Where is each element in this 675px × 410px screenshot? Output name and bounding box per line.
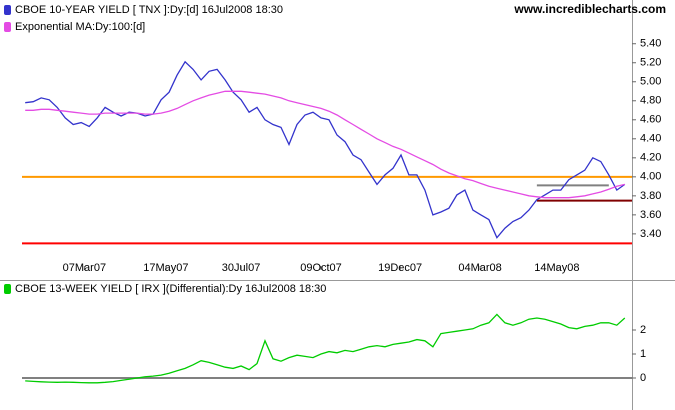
watermark: www.incrediblecharts.com [513,2,666,16]
y-tick-label: 3.80 [640,190,661,202]
x-tick-label: 09Oct07 [300,262,342,274]
y-tick-label: 3.40 [640,228,661,240]
y-tick-label: 1 [640,348,646,360]
y-tick-label: 4.20 [640,152,661,164]
y-tick-label: 5.00 [640,76,661,88]
series-line [25,60,626,239]
x-tick-label: 17May07 [143,262,188,274]
y-tick-label: 4.40 [640,133,661,145]
y-tick-label: 4.60 [640,114,661,126]
y-tick-label: 4.00 [640,171,661,183]
x-tick-label: 30Jul07 [222,262,261,274]
x-tick-label: 14May08 [534,262,579,274]
x-tick-label: 19Dec07 [378,262,422,274]
y-tick-label: 2 [640,324,646,336]
y-tick-label: 5.20 [640,57,661,69]
y-tick-label: 3.60 [640,209,661,221]
legend-swatch [4,284,11,294]
y-tick-label: 5.40 [640,38,661,50]
legend-label: Exponential MA:Dy:100:[d] [15,21,145,33]
legend-label: CBOE 10-YEAR YIELD [ TNX ]:Dy:[d] 16Jul2… [15,4,283,16]
x-tick-label: 07Mar07 [63,262,106,274]
series-line [25,313,626,384]
y-tick-label: 0 [640,372,646,384]
legend-swatch [4,5,11,15]
series-line [25,90,625,199]
legend-label: CBOE 13-WEEK YIELD [ IRX ](Differential)… [15,283,326,295]
legend-swatch [4,22,11,32]
x-tick-label: 04Mar08 [458,262,501,274]
y-tick-label: 4.80 [640,95,661,107]
